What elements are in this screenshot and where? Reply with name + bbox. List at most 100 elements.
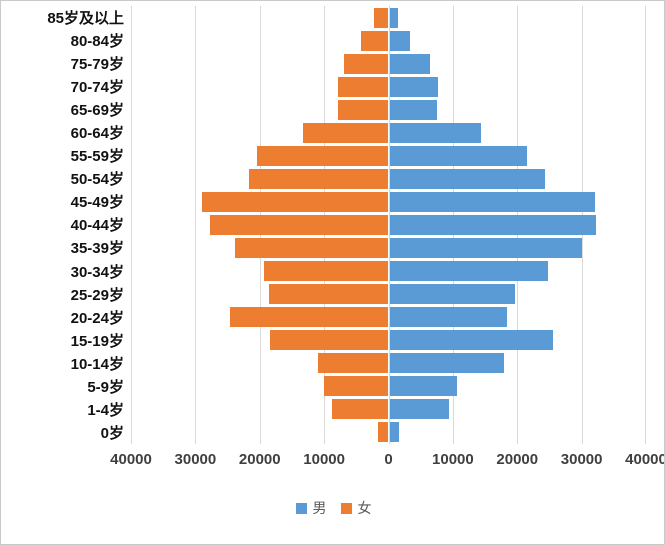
female-bar <box>249 168 388 189</box>
pyramid-row <box>131 190 646 213</box>
female-bar <box>201 191 388 212</box>
x-axis: 40000 30000 20000 10000 0 10000 20000 30000 4000… <box>110 451 664 471</box>
female-bar <box>374 7 388 28</box>
pyramid-row <box>131 52 646 75</box>
male-bar <box>389 376 457 397</box>
x-axis-tick-label: 30000 <box>174 451 217 468</box>
female-bar <box>338 99 388 120</box>
pyramid-row <box>131 121 646 144</box>
y-axis-label: 80-84岁 <box>70 33 124 51</box>
male-bar <box>389 30 411 51</box>
gridline <box>645 6 646 444</box>
legend-male-swatch-icon <box>295 502 307 514</box>
female-bar <box>324 376 388 397</box>
gridline <box>195 6 197 444</box>
x-axis-tick-label: 40000 <box>110 451 152 468</box>
pyramid-row <box>131 6 646 29</box>
female-bar <box>263 261 388 282</box>
pyramid-row <box>131 260 646 283</box>
female-bar <box>235 237 388 259</box>
y-axis-label: 25-29岁 <box>70 286 124 304</box>
legend-female-label: 女 <box>357 500 372 516</box>
female-bar <box>302 122 388 143</box>
female-bar <box>317 353 388 374</box>
y-axis-label: 40-44岁 <box>70 217 124 235</box>
pyramid-row <box>131 283 646 306</box>
y-axis-label: 1-4岁 <box>87 401 124 419</box>
female-bar <box>229 307 388 328</box>
male-bar <box>389 330 554 351</box>
y-axis-label: 50-54岁 <box>70 171 124 189</box>
male-bar <box>389 7 399 28</box>
y-axis-label: 35-39岁 <box>70 240 124 258</box>
y-axis-label: 75-79岁 <box>70 56 124 74</box>
male-bar <box>389 261 549 282</box>
male-bar <box>389 76 439 97</box>
pyramid-row <box>131 421 646 444</box>
center-axis-line <box>388 6 390 444</box>
y-axis-label: 45-49岁 <box>70 194 124 212</box>
gridline <box>131 6 132 444</box>
x-axis-tick-label: 30000 <box>560 451 603 468</box>
pyramid-row <box>131 144 646 167</box>
male-bar <box>389 191 596 212</box>
y-axis-label: 20-24岁 <box>70 309 124 327</box>
male-bar <box>389 422 400 443</box>
x-axis-tick-label: 40000 <box>625 451 665 468</box>
pyramid-row <box>131 213 646 236</box>
y-axis-label: 55-59岁 <box>70 148 124 166</box>
bar-rows <box>131 6 646 444</box>
pyramid-row <box>131 352 646 375</box>
y-axis-labels: 85岁及以上 80-84岁 75-79岁 70-74岁 65-69岁 60-64岁 55-5… <box>1 6 124 444</box>
y-axis-label: 70-74岁 <box>70 79 124 97</box>
pyramid-row <box>131 167 646 190</box>
male-bar <box>389 145 527 166</box>
pyramid-row <box>131 398 646 421</box>
y-axis-label: 30-34岁 <box>70 263 124 281</box>
x-axis-tick-label: 10000 <box>303 451 345 468</box>
pyramid-row <box>131 306 646 329</box>
y-axis-label: 85岁及以上 <box>47 10 124 28</box>
female-bar <box>210 214 388 235</box>
female-bar <box>344 53 388 74</box>
legend-female-swatch-icon <box>340 502 352 514</box>
pyramid-row <box>131 375 646 398</box>
legend-item-female: 女 <box>340 498 372 518</box>
female-bar <box>331 399 388 420</box>
plot-area <box>131 6 646 444</box>
y-axis-label: 0岁 <box>100 424 124 442</box>
male-bar <box>389 237 582 259</box>
x-axis-tick-label: 20000 <box>238 451 281 468</box>
pyramid-row <box>131 98 646 121</box>
female-bar <box>360 30 388 51</box>
legend-male-label: 男 <box>312 500 327 516</box>
male-bar <box>389 53 431 74</box>
chart-legend: 男 女 <box>1 498 664 518</box>
female-bar <box>269 284 388 305</box>
male-bar <box>389 399 449 420</box>
y-axis-label: 65-69岁 <box>70 102 124 120</box>
pyramid-row <box>131 236 646 259</box>
female-bar <box>270 330 388 351</box>
x-axis-tick-label: 20000 <box>496 451 539 468</box>
female-bar <box>338 76 388 97</box>
y-axis-label: 5-9岁 <box>87 378 124 396</box>
male-bar <box>389 214 597 235</box>
male-bar <box>389 353 505 374</box>
pyramid-row <box>131 329 646 352</box>
male-bar <box>389 99 438 120</box>
legend-item-male: 男 <box>295 498 327 518</box>
pyramid-row <box>131 29 646 52</box>
y-axis-label: 60-64岁 <box>70 125 124 143</box>
female-bar <box>257 145 388 166</box>
male-bar <box>389 307 507 328</box>
male-bar <box>389 122 481 143</box>
x-axis-tick-label: 10000 <box>432 451 474 468</box>
y-axis-label: 10-14岁 <box>70 355 124 373</box>
female-bar <box>378 422 388 443</box>
pyramid-row <box>131 75 646 98</box>
y-axis-label: 15-19岁 <box>70 332 124 350</box>
male-bar <box>389 284 515 305</box>
x-axis-tick-label: 0 <box>384 451 393 468</box>
